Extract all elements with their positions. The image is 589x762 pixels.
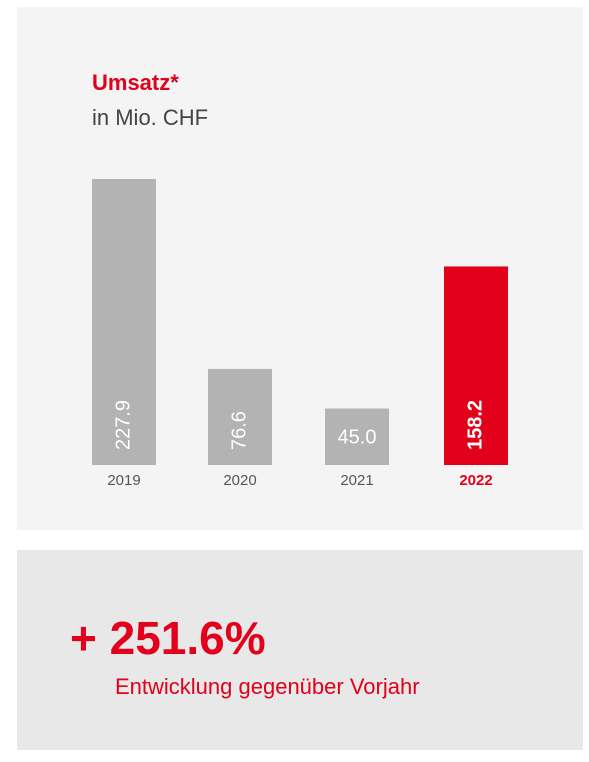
value-label: 45.0 [338, 426, 377, 448]
x-tick-label: 2021 [340, 472, 373, 489]
bar [325, 408, 389, 465]
bar [444, 266, 508, 465]
value-label: 76.6 [228, 411, 250, 450]
bar [208, 368, 272, 465]
kpi-panel [17, 550, 583, 750]
chart-title: Umsatz* [92, 70, 179, 95]
x-tick-label: 2022 [459, 472, 492, 489]
kpi-value: + 251.6% [70, 612, 266, 664]
value-label: 158.2 [464, 400, 486, 450]
kpi-caption: Entwicklung gegenüber Vorjahr [115, 674, 420, 699]
x-tick-label: 2020 [223, 472, 256, 489]
bar [92, 178, 156, 465]
x-tick-label: 2019 [107, 472, 140, 489]
chart-subtitle: in Mio. CHF [92, 105, 208, 130]
value-label: 227.9 [112, 400, 134, 450]
